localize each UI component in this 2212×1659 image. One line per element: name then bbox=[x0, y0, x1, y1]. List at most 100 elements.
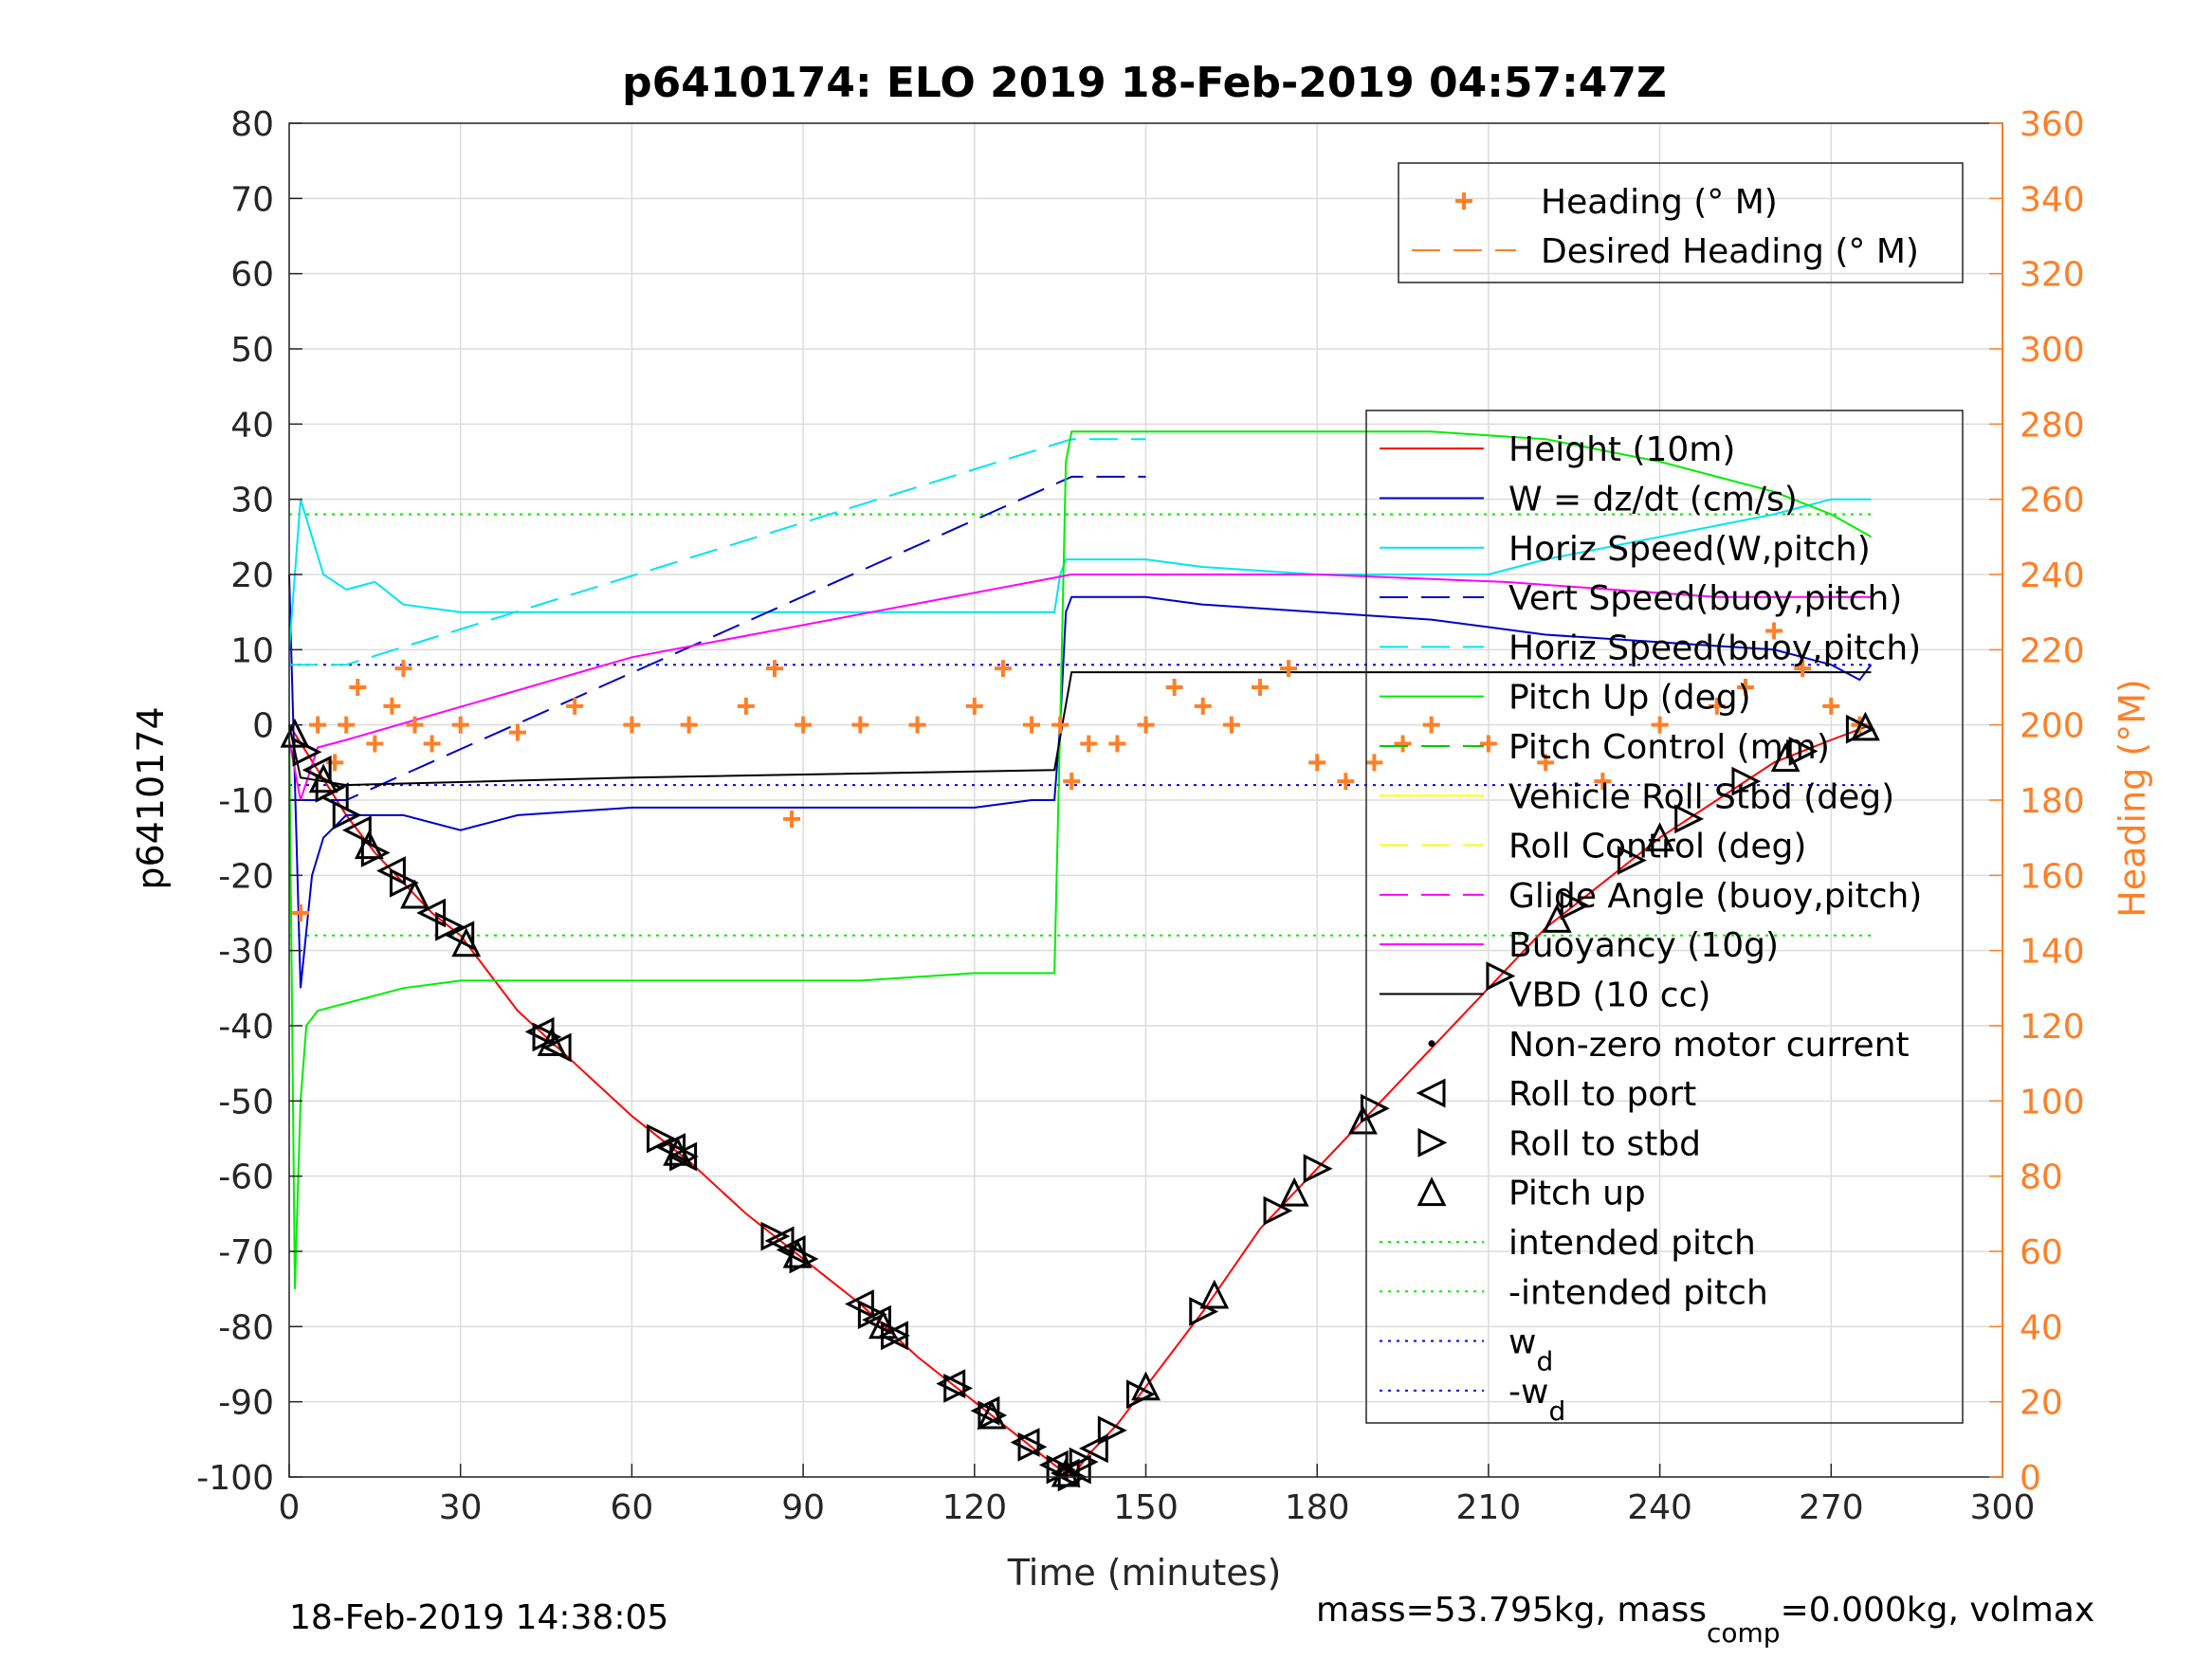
roll-to-port-marker bbox=[416, 898, 447, 928]
x-tick-label: 150 bbox=[1113, 1488, 1179, 1527]
heading-point bbox=[1708, 697, 1726, 715]
y-ticks-right: 0 20 40 60 80 100 120 140 160 180 200 220 240 260 280 3… bbox=[1989, 105, 2085, 1498]
pitch-up-marker bbox=[1051, 1457, 1081, 1487]
y-right-tick-label: 180 bbox=[2020, 782, 2085, 821]
heading-point bbox=[1422, 716, 1440, 734]
x-tick-label: 90 bbox=[781, 1488, 825, 1527]
y-tick-label: -40 bbox=[218, 1008, 274, 1047]
legend-swatch bbox=[1417, 1127, 1448, 1158]
legend-label: Roll Control (deg) bbox=[1508, 828, 1806, 866]
y-right-tick-label: 0 bbox=[2020, 1459, 2041, 1498]
roll-to-port-marker bbox=[1061, 1454, 1091, 1485]
y-tick-label: 30 bbox=[230, 482, 274, 520]
pitch-up-marker bbox=[354, 830, 384, 860]
legend-label: W = dz/dt (cm/s) bbox=[1508, 480, 1798, 519]
y-right-tick-label: 60 bbox=[2020, 1233, 2063, 1272]
y-right-tick-label: 100 bbox=[2020, 1083, 2085, 1121]
y-tick-label: -60 bbox=[218, 1158, 274, 1197]
roll-to-stbd-marker bbox=[1788, 737, 1819, 766]
heading-point bbox=[680, 716, 698, 734]
legend-label: -wd bbox=[1508, 1373, 1565, 1427]
roll-to-stbd-marker bbox=[1674, 804, 1705, 834]
y-tick-label: -10 bbox=[218, 782, 274, 821]
roll-to-stbd-marker bbox=[332, 800, 362, 830]
roll-to-stbd-marker bbox=[1560, 890, 1590, 921]
heading-point bbox=[1080, 735, 1098, 753]
heading-point bbox=[1108, 735, 1126, 753]
legend-label: -intended pitch bbox=[1508, 1273, 1768, 1312]
heading-point bbox=[292, 904, 310, 921]
roll-to-port-marker bbox=[1010, 1428, 1040, 1457]
y-tick-label: -50 bbox=[218, 1083, 274, 1121]
pitch-up-marker bbox=[977, 1399, 1007, 1430]
footer-mass-tail: =0.000kg, volmax bbox=[1781, 1591, 2095, 1630]
y-tick-label: -90 bbox=[218, 1384, 274, 1423]
pitch-up-marker bbox=[1131, 1371, 1161, 1401]
heading-point bbox=[1222, 716, 1240, 734]
y-right-tick-label: 200 bbox=[2020, 707, 2085, 746]
roll-to-stbd-marker bbox=[1303, 1154, 1333, 1184]
pitch-up-marker bbox=[1279, 1176, 1309, 1207]
heading-point bbox=[1337, 773, 1355, 791]
heading-point bbox=[1394, 735, 1412, 753]
y-right-tick-label: 280 bbox=[2020, 406, 2085, 445]
x-tick-label: 300 bbox=[1970, 1488, 2036, 1527]
roll-to-stbd-marker bbox=[880, 1321, 910, 1351]
y-ticks: -100-90-80-70-60-50-40-30-20-10010203040… bbox=[196, 105, 302, 1498]
footer-timestamp: 18-Feb-2019 14:38:05 bbox=[289, 1598, 668, 1637]
roll-to-port-marker bbox=[936, 1369, 966, 1399]
legend-label: Roll to stbd bbox=[1508, 1124, 1701, 1163]
y-right-tick-label: 140 bbox=[2020, 933, 2085, 972]
roll-to-stbd-marker bbox=[647, 1123, 676, 1154]
legend-label: Heading (° M) bbox=[1541, 183, 1778, 222]
heading-point bbox=[566, 697, 584, 715]
heading-point bbox=[423, 735, 441, 753]
x-tick-label: 240 bbox=[1627, 1488, 1692, 1527]
legend-label: Buoyancy (10g) bbox=[1508, 926, 1779, 965]
heading-point bbox=[383, 697, 401, 715]
legend-swatch bbox=[1416, 1078, 1446, 1108]
roll-to-port-marker bbox=[341, 815, 372, 846]
y-right-tick-label: 40 bbox=[2020, 1308, 2063, 1347]
legend-swatch bbox=[1455, 192, 1472, 210]
legend-label-main: w bbox=[1508, 1323, 1536, 1362]
pitch-up-marker bbox=[1645, 822, 1675, 852]
x-tick-label: 270 bbox=[1799, 1488, 1864, 1527]
x-tick-label: 60 bbox=[610, 1488, 653, 1527]
y-tick-label: 40 bbox=[230, 406, 274, 445]
legend-swatch bbox=[1417, 1176, 1447, 1207]
heading-point bbox=[1365, 754, 1383, 772]
heading-point bbox=[965, 697, 983, 715]
legend-label: intended pitch bbox=[1508, 1224, 1756, 1263]
chart-title: p6410174: ELO 2019 18-Feb-2019 04:57:47Z bbox=[622, 59, 1667, 107]
pitch-up-marker bbox=[1770, 742, 1801, 773]
legend-label: Glide Angle (buoy,pitch) bbox=[1508, 877, 1922, 916]
pitch-up-marker bbox=[451, 927, 482, 957]
heading-point bbox=[908, 716, 926, 734]
pitch-up-marker bbox=[537, 1027, 567, 1056]
y-right-tick-label: 220 bbox=[2020, 631, 2085, 670]
heading-point bbox=[1594, 773, 1612, 791]
pitch-up-marker bbox=[1542, 902, 1572, 933]
heading-point bbox=[994, 660, 1012, 678]
pitch-up-marker bbox=[1347, 1104, 1378, 1135]
roll-to-stbd-marker bbox=[1069, 1447, 1099, 1477]
heading-point bbox=[1537, 754, 1555, 772]
y-axis-right-label: Heading (°M) bbox=[2111, 679, 2153, 918]
y-tick-label: -80 bbox=[218, 1308, 274, 1347]
roll-to-stbd-marker bbox=[435, 911, 466, 941]
series-horiz-speed-w-pitch bbox=[288, 498, 1872, 650]
heading-point bbox=[1251, 679, 1269, 696]
y-tick-label: -30 bbox=[218, 933, 274, 972]
legend-swatch bbox=[1428, 1040, 1435, 1048]
roll-to-stbd-marker bbox=[857, 1300, 887, 1330]
legend-box bbox=[1398, 162, 1964, 283]
y-right-tick-label: 320 bbox=[2020, 256, 2085, 295]
legend-box bbox=[1365, 410, 1964, 1424]
footer-mass-text: mass=53.795kg, mass bbox=[1316, 1591, 1707, 1630]
roll-to-stbd-marker bbox=[1097, 1415, 1127, 1446]
pitch-up-marker bbox=[868, 1309, 898, 1340]
heading-point bbox=[1051, 716, 1069, 734]
y-right-tick-label: 260 bbox=[2020, 482, 2085, 520]
legend-label: Horiz Speed(buoy,pitch) bbox=[1508, 629, 1921, 667]
